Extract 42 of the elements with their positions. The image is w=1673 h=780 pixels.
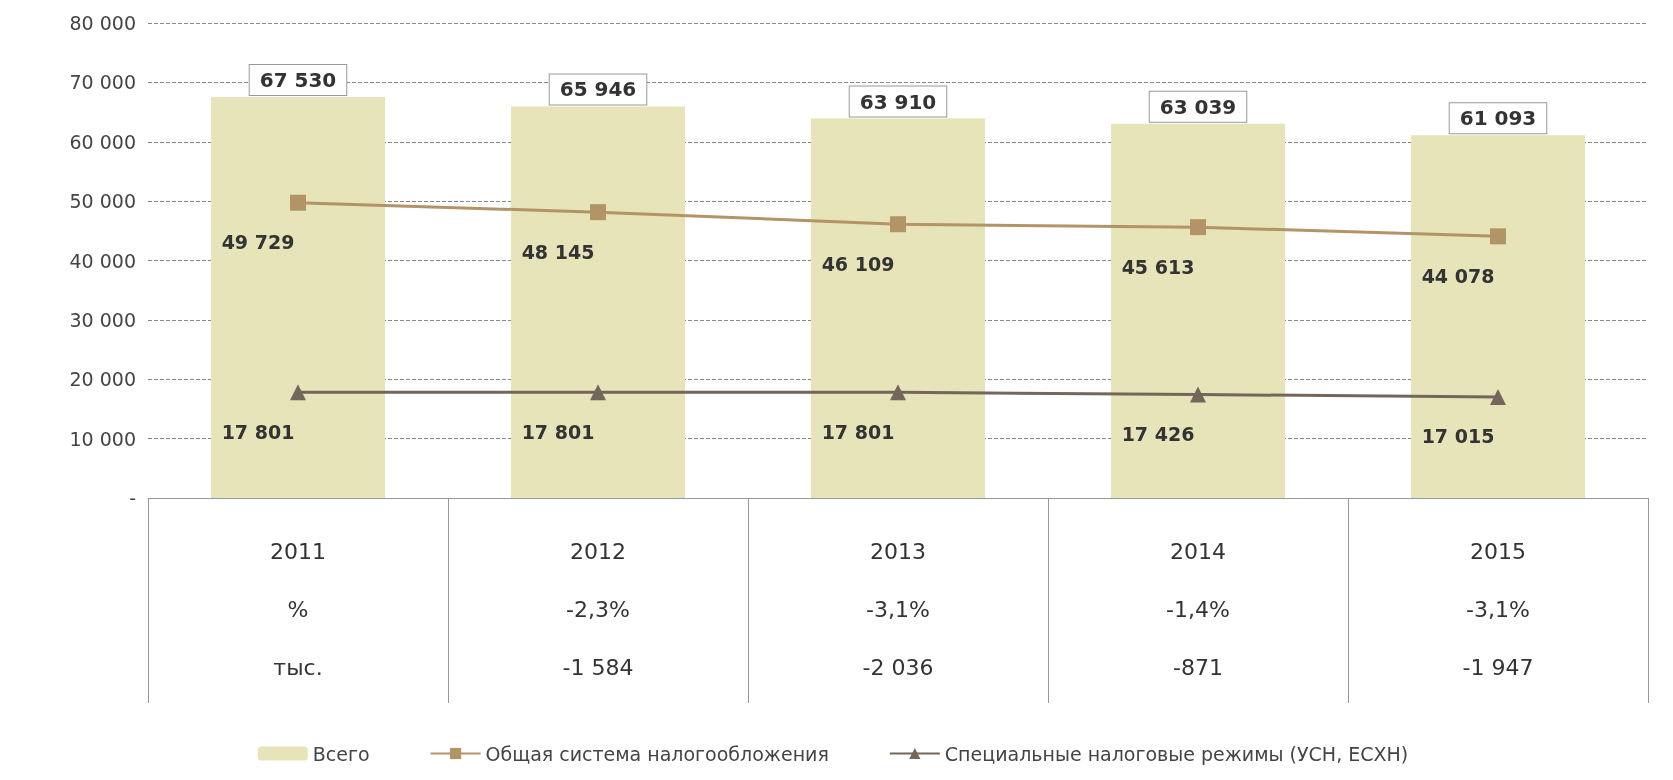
y-tick-label: - xyxy=(129,487,136,509)
y-tick-label: 80 000 xyxy=(69,12,136,34)
point xyxy=(590,384,606,401)
data-label: 67 530 xyxy=(259,68,337,93)
category-label: 2014 -1,4% -871 xyxy=(1166,538,1230,680)
point xyxy=(1490,388,1506,405)
data-label: 17 426 xyxy=(1121,423,1195,446)
point xyxy=(590,204,606,221)
data-label: 46 109 xyxy=(821,252,895,275)
y-tick-label: 30 000 xyxy=(69,308,136,331)
data-label: 63 039 xyxy=(1159,94,1237,119)
data-label: 49 729 xyxy=(221,231,295,254)
data-label: 17 801 xyxy=(521,420,595,443)
point xyxy=(1190,386,1206,403)
y-tick-label: 70 000 xyxy=(69,71,136,94)
point xyxy=(890,384,906,401)
point xyxy=(890,216,906,233)
y-tick-label: 10 000 xyxy=(69,427,136,450)
data-label: 44 078 xyxy=(1421,264,1495,287)
point xyxy=(290,194,306,211)
category-label: 2011 % тыс. xyxy=(270,538,326,680)
point xyxy=(1190,219,1206,236)
point xyxy=(1490,228,1506,245)
y-tick-label: 40 000 xyxy=(69,249,136,272)
y-tick-label: 20 000 xyxy=(69,368,136,391)
data-label: 17 801 xyxy=(821,420,895,443)
data-label: 17 801 xyxy=(221,420,295,443)
legend-label: Всего xyxy=(312,742,370,765)
category-label: 2013 -3,1% -2 036 xyxy=(862,538,934,680)
data-label: 48 145 xyxy=(521,240,595,263)
data-label: 45 613 xyxy=(1121,255,1195,278)
data-label: 63 910 xyxy=(859,89,937,114)
legend-label: Общая система налогообложения xyxy=(485,742,829,765)
legend-label: Специальные налоговые режимы (УСН, ЕСХН) xyxy=(944,742,1409,765)
point xyxy=(290,384,306,401)
y-tick-label: 60 000 xyxy=(69,130,136,153)
data-label: 17 015 xyxy=(1421,425,1495,448)
data-label: 61 093 xyxy=(1459,106,1537,131)
data-label: 65 946 xyxy=(559,77,637,102)
category-label: 2012 -2,3% -1 584 xyxy=(562,538,634,680)
category-label: 2015 -3,1% -1 947 xyxy=(1462,538,1534,680)
y-tick-label: 50 000 xyxy=(69,190,136,213)
